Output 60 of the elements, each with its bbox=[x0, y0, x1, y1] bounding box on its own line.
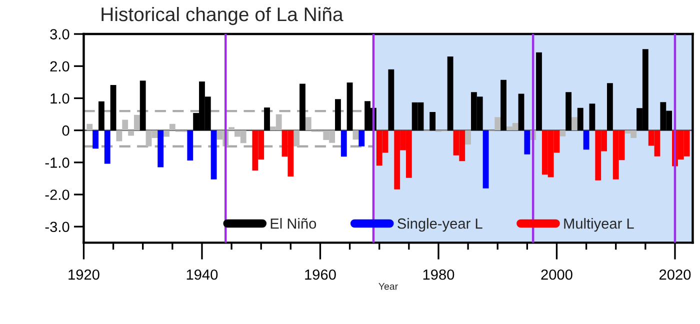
bar bbox=[494, 117, 501, 130]
bar bbox=[210, 130, 217, 180]
bar bbox=[294, 130, 300, 146]
bar bbox=[524, 130, 530, 154]
bar bbox=[482, 130, 489, 188]
bar bbox=[388, 69, 394, 130]
bar bbox=[300, 84, 306, 130]
bar bbox=[116, 130, 122, 142]
x-tick-label: 1920 bbox=[68, 269, 100, 280]
bar bbox=[465, 130, 471, 144]
bar bbox=[572, 117, 578, 130]
legend-label: Single-year L bbox=[398, 218, 482, 232]
bar bbox=[536, 52, 542, 130]
bar bbox=[158, 130, 164, 168]
y-tick-label: 3.0 bbox=[50, 29, 70, 40]
x-tick-label: 2020 bbox=[659, 269, 691, 280]
bar bbox=[104, 130, 110, 164]
bar bbox=[518, 94, 524, 130]
x-tick-label: 1960 bbox=[305, 269, 336, 280]
bar bbox=[346, 82, 353, 130]
y-tick-label: -1.0 bbox=[45, 158, 70, 168]
bar bbox=[128, 130, 134, 136]
bar bbox=[577, 108, 584, 130]
bar bbox=[606, 83, 613, 130]
bar bbox=[86, 124, 93, 130]
bar bbox=[340, 130, 347, 157]
x-axis-title: Year bbox=[378, 283, 398, 290]
bar bbox=[305, 117, 312, 130]
bar bbox=[264, 108, 270, 130]
legend-label: El Niño bbox=[270, 218, 316, 229]
bar bbox=[140, 80, 146, 130]
y-tick-label: 2.0 bbox=[50, 61, 70, 72]
y-tick-label: -2.0 bbox=[45, 190, 70, 200]
bar bbox=[122, 120, 128, 130]
bar bbox=[110, 85, 116, 130]
bar bbox=[134, 114, 140, 130]
legend-label: Multiyear L bbox=[564, 218, 634, 232]
bar bbox=[352, 130, 359, 140]
bar bbox=[164, 130, 170, 137]
bar bbox=[358, 130, 365, 146]
bar bbox=[98, 101, 104, 130]
bar bbox=[560, 130, 566, 136]
bar bbox=[92, 130, 98, 149]
bar bbox=[169, 124, 176, 130]
bar bbox=[566, 92, 572, 130]
x-tick-label: 1980 bbox=[423, 269, 454, 280]
chart-title: Historical change of La Niña bbox=[102, 6, 344, 26]
y-tick-label: 1.0 bbox=[50, 93, 70, 104]
bar bbox=[430, 112, 436, 130]
bar bbox=[583, 130, 590, 150]
bar bbox=[228, 127, 234, 130]
y-tick-label: -3.0 bbox=[45, 222, 70, 232]
x-tick-label: 1940 bbox=[186, 269, 218, 280]
bar bbox=[589, 104, 596, 130]
x-tick-label: 2000 bbox=[541, 269, 572, 280]
bar bbox=[187, 130, 194, 160]
bar bbox=[447, 56, 454, 130]
bar bbox=[500, 80, 506, 130]
y-tick-label: 0 bbox=[62, 125, 70, 136]
bar bbox=[335, 99, 341, 130]
